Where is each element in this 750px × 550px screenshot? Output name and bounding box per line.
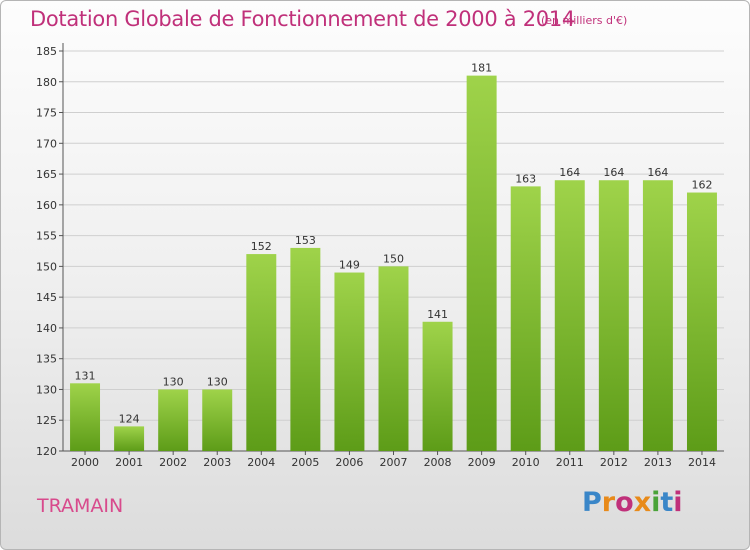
bar-value-label: 150 xyxy=(383,252,404,265)
y-tick-label: 130 xyxy=(36,383,57,396)
x-tick-label: 2002 xyxy=(159,456,187,469)
x-tick-label: 2004 xyxy=(247,456,275,469)
y-tick-label: 180 xyxy=(36,76,57,89)
bar xyxy=(246,254,277,451)
bar xyxy=(70,383,101,451)
bar xyxy=(334,272,365,451)
x-tick-label: 2005 xyxy=(291,456,319,469)
bar-value-label: 164 xyxy=(559,166,580,179)
logo-letter: o xyxy=(615,487,634,518)
logo-letter: x xyxy=(633,487,652,518)
bar xyxy=(114,426,145,451)
logo-letter: r xyxy=(601,487,616,518)
bar-value-label: 131 xyxy=(75,369,96,382)
bar-value-label: 162 xyxy=(691,179,712,192)
logo-letter: i xyxy=(651,487,661,518)
bar xyxy=(642,180,673,451)
bar xyxy=(554,180,585,451)
y-tick-label: 135 xyxy=(36,353,57,366)
logo-letter: P xyxy=(582,487,602,518)
y-tick-label: 160 xyxy=(36,199,57,212)
x-tick-label: 2011 xyxy=(556,456,584,469)
x-tick-label: 2013 xyxy=(644,456,672,469)
chart-subtitle: (en milliers d'€) xyxy=(541,14,628,27)
x-tick-label: 2008 xyxy=(424,456,452,469)
bar xyxy=(378,266,409,451)
y-tick-label: 175 xyxy=(36,107,57,120)
bar-value-label: 153 xyxy=(295,234,316,247)
x-tick-label: 2009 xyxy=(468,456,496,469)
bar xyxy=(686,192,717,452)
y-tick-label: 150 xyxy=(36,260,57,273)
y-tick-label: 140 xyxy=(36,322,57,335)
y-tick-label: 125 xyxy=(36,414,57,427)
x-tick-label: 2006 xyxy=(335,456,363,469)
x-tick-label: 2014 xyxy=(688,456,716,469)
bar-value-label: 152 xyxy=(251,240,272,253)
bar xyxy=(422,321,453,451)
bar-value-label: 130 xyxy=(207,375,228,388)
chart-title: Dotation Globale de Fonctionnement de 20… xyxy=(30,7,575,31)
y-tick-label: 120 xyxy=(36,445,57,458)
bar xyxy=(598,180,629,451)
x-tick-label: 2003 xyxy=(203,456,231,469)
x-tick-label: 2007 xyxy=(380,456,408,469)
x-tick-label: 2012 xyxy=(600,456,628,469)
bar-value-label: 124 xyxy=(119,412,140,425)
y-tick-label: 155 xyxy=(36,230,57,243)
x-tick-label: 2000 xyxy=(71,456,99,469)
y-tick-label: 170 xyxy=(36,137,57,150)
x-tick-label: 2010 xyxy=(512,456,540,469)
bar xyxy=(466,75,497,451)
bar-value-label: 149 xyxy=(339,259,360,272)
bar xyxy=(290,247,321,451)
bar-value-label: 181 xyxy=(471,62,492,75)
y-tick-label: 185 xyxy=(36,45,57,58)
bar-value-label: 163 xyxy=(515,172,536,185)
bar-value-label: 164 xyxy=(647,166,668,179)
y-tick-label: 165 xyxy=(36,168,57,181)
bar-value-label: 141 xyxy=(427,308,448,321)
bar-value-label: 130 xyxy=(163,375,184,388)
x-tick-label: 2001 xyxy=(115,456,143,469)
town-name: TRAMAIN xyxy=(37,495,124,517)
bar xyxy=(510,186,541,451)
logo-letter: t xyxy=(660,487,674,518)
bar-value-label: 164 xyxy=(603,166,624,179)
bar xyxy=(202,389,233,451)
y-tick-label: 145 xyxy=(36,291,57,304)
proxiti-logo[interactable]: Proxiti xyxy=(582,487,683,518)
logo-letter: i xyxy=(673,487,683,518)
bar xyxy=(158,389,189,451)
